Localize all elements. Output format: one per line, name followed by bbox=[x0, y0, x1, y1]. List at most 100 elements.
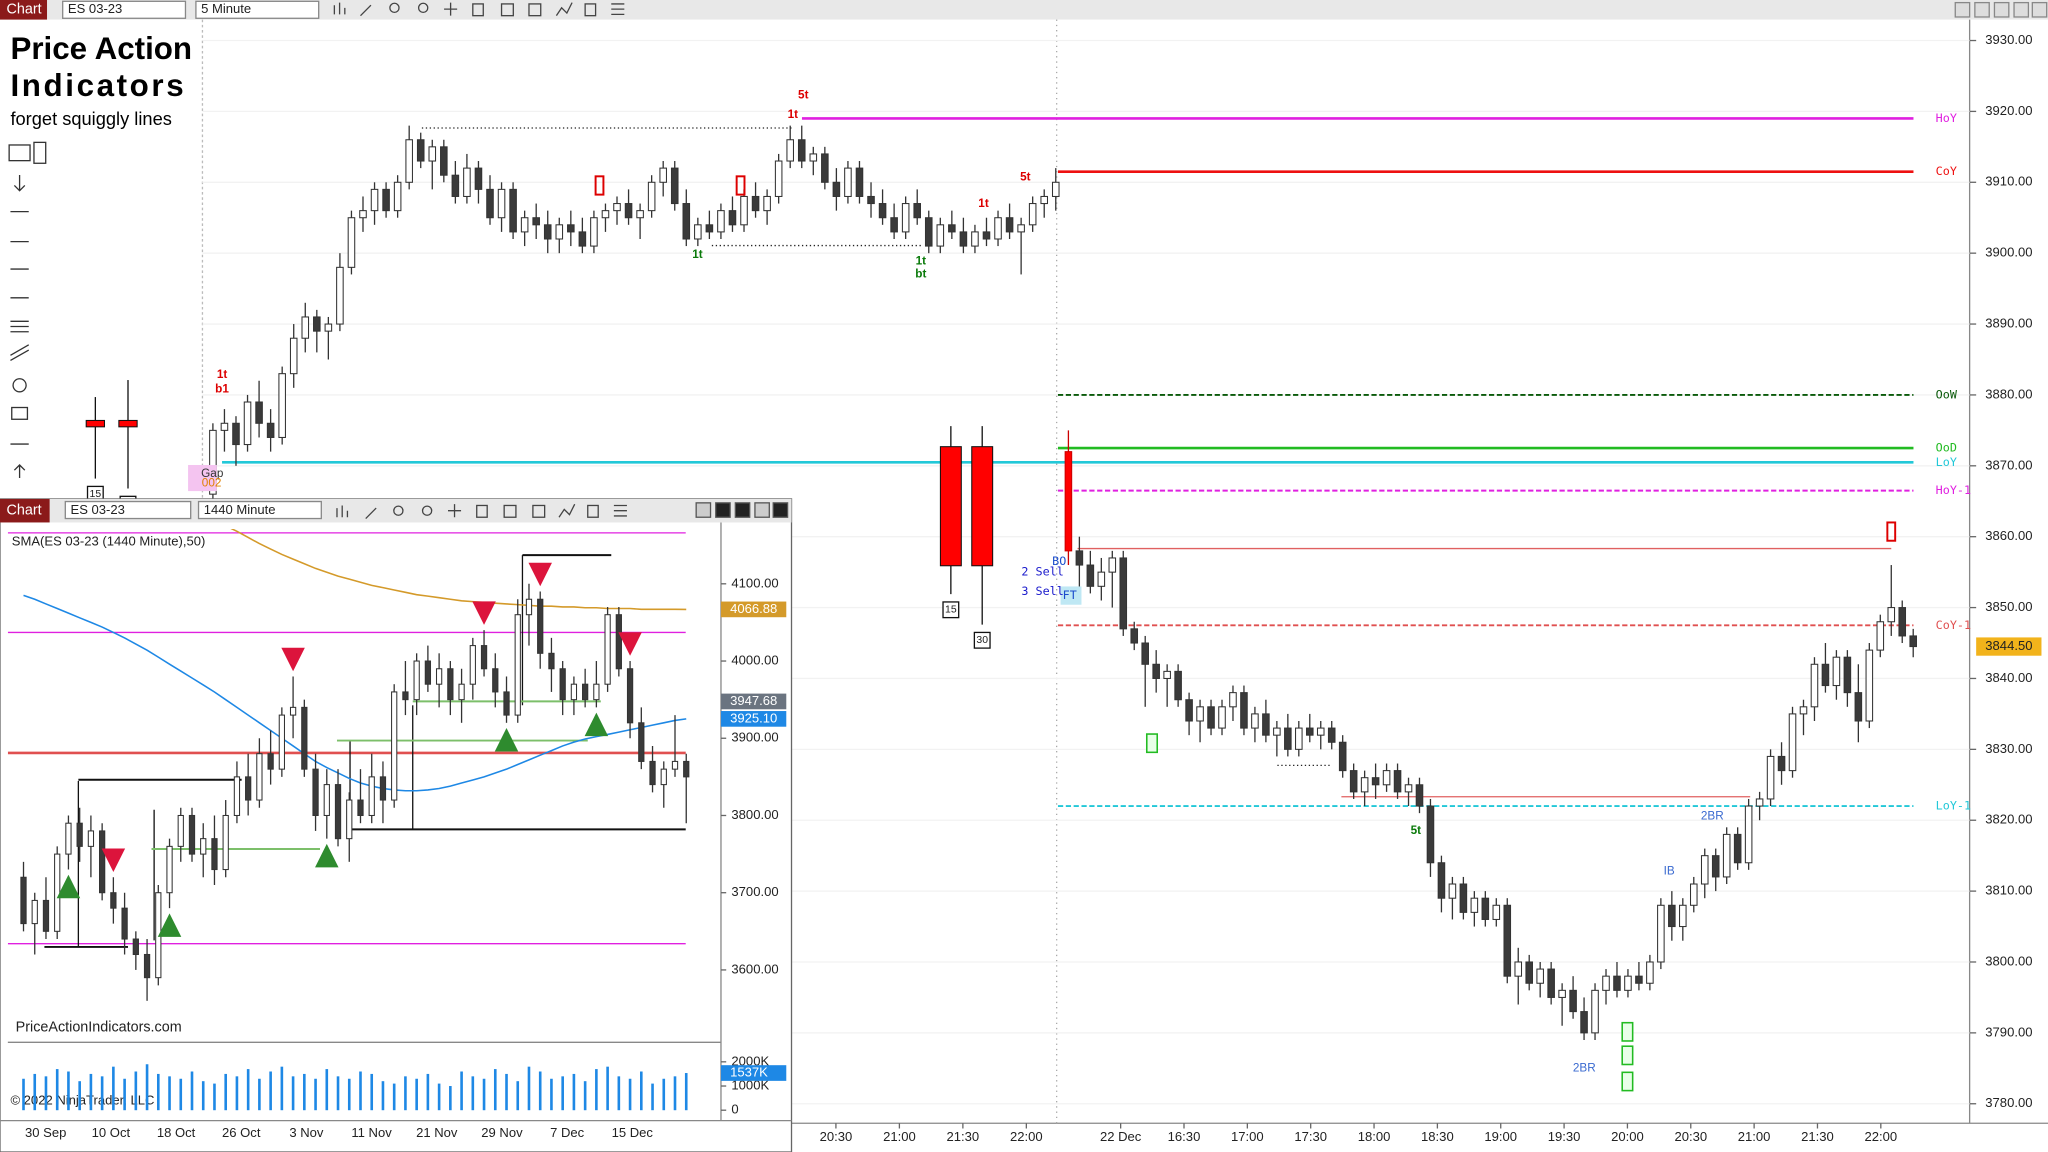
drawing-tools[interactable] bbox=[8, 141, 47, 479]
value-tag bbox=[720, 711, 787, 727]
candle-body bbox=[537, 598, 544, 654]
candle-body bbox=[1028, 203, 1037, 226]
x-tick-label: 19:30 bbox=[1548, 1129, 1581, 1144]
last-price-tag bbox=[1976, 637, 2042, 656]
volume-bar bbox=[201, 1081, 205, 1111]
candle-body bbox=[393, 181, 402, 212]
candle-body bbox=[469, 645, 476, 685]
candle-body bbox=[1005, 217, 1014, 233]
candle-body bbox=[336, 266, 344, 325]
annotation: 1t bbox=[978, 197, 989, 210]
volume-bar bbox=[235, 1076, 239, 1111]
candle-body bbox=[379, 776, 387, 801]
candle-body bbox=[1635, 975, 1643, 984]
x-tick-label: 10 Oct bbox=[92, 1125, 131, 1140]
candle-body bbox=[267, 753, 274, 770]
gap-badge bbox=[188, 464, 217, 492]
inset-window-buttons[interactable] bbox=[695, 502, 789, 518]
volume-bar bbox=[527, 1066, 531, 1111]
candle-body bbox=[132, 938, 139, 956]
x-tick-label: 11 Nov bbox=[351, 1125, 392, 1140]
sma-line bbox=[23, 594, 687, 792]
level-label: OoW bbox=[1936, 387, 1958, 401]
sell-signal bbox=[101, 848, 126, 873]
candle-body bbox=[786, 139, 794, 162]
logo-line1: Price Action bbox=[10, 31, 192, 66]
inset-interval-select[interactable] bbox=[197, 500, 322, 520]
candle-body bbox=[1898, 607, 1907, 637]
candle-body bbox=[1700, 855, 1709, 885]
x-tick-label: 22:00 bbox=[1864, 1129, 1897, 1144]
annotation: 2BR bbox=[1701, 809, 1724, 822]
candle-body bbox=[1843, 656, 1852, 694]
inset-toolbar-icons[interactable] bbox=[336, 503, 627, 519]
htf-label: 15 bbox=[90, 489, 102, 500]
candle-body bbox=[821, 153, 829, 183]
candle-body bbox=[1349, 770, 1358, 793]
level-label: HoY bbox=[1936, 111, 1957, 125]
candle-body bbox=[543, 224, 552, 240]
candle-body bbox=[1017, 224, 1025, 233]
y-tick-label: 3900.00 bbox=[731, 730, 778, 745]
y-tick-label: 3840.00 bbox=[1985, 670, 2032, 685]
candle-body bbox=[590, 217, 598, 247]
candle-body bbox=[99, 830, 106, 894]
candle-body bbox=[1547, 968, 1555, 998]
candle-body bbox=[1755, 798, 1764, 807]
y-tick-label: 3600.00 bbox=[731, 961, 778, 976]
x-tick-label: 21:30 bbox=[1801, 1129, 1834, 1144]
candle-body bbox=[440, 146, 448, 176]
instrument-select[interactable] bbox=[62, 0, 187, 19]
candle-body bbox=[65, 822, 72, 855]
candle-body bbox=[177, 814, 184, 847]
volume-bar bbox=[482, 1078, 486, 1111]
candle-body bbox=[424, 660, 432, 685]
volume-tick-label: 1000K bbox=[731, 1077, 769, 1092]
volume-bar bbox=[493, 1069, 497, 1111]
volume-bar bbox=[145, 1064, 149, 1111]
value-tag-label: 3925.10 bbox=[730, 710, 777, 725]
candle-body bbox=[626, 668, 634, 724]
window-buttons[interactable] bbox=[1954, 1, 2048, 18]
volume-bar bbox=[673, 1076, 677, 1111]
logo-line2: Indicators bbox=[10, 68, 186, 103]
candle-body bbox=[936, 224, 945, 247]
chart-tab[interactable] bbox=[0, 0, 48, 20]
candle-body bbox=[1382, 770, 1391, 786]
sell-signal bbox=[528, 562, 552, 587]
signal-marker bbox=[1621, 1021, 1634, 1042]
candle-body bbox=[435, 668, 443, 685]
candle-body bbox=[1448, 883, 1457, 899]
volume-bar bbox=[179, 1078, 183, 1111]
volume-bar bbox=[662, 1078, 666, 1111]
volume-bar bbox=[190, 1071, 194, 1111]
volume-tick-label: 2000K bbox=[731, 1053, 769, 1068]
interval-select[interactable] bbox=[195, 0, 320, 19]
inset-chart-tab[interactable] bbox=[0, 498, 50, 523]
value-tag bbox=[720, 601, 787, 618]
x-tick-label: 21 Nov bbox=[416, 1125, 458, 1140]
volume-bar bbox=[561, 1076, 564, 1111]
toolbar-icons[interactable] bbox=[333, 2, 625, 17]
candle-body bbox=[948, 224, 956, 233]
candle-body bbox=[615, 614, 622, 670]
level-label: OoD bbox=[1936, 441, 1957, 455]
candle-body bbox=[233, 776, 241, 817]
candle-body bbox=[555, 224, 564, 240]
y-tick-label: 3820.00 bbox=[1985, 812, 2032, 827]
candle-body bbox=[1668, 904, 1676, 928]
volume-bar bbox=[628, 1078, 632, 1111]
candle-body bbox=[1646, 961, 1654, 984]
sell-signal bbox=[472, 601, 496, 625]
candle-body bbox=[844, 167, 852, 197]
candle-body bbox=[509, 188, 517, 233]
volume-bar bbox=[415, 1078, 418, 1111]
candle-body bbox=[451, 174, 460, 197]
inset-instrument-select[interactable] bbox=[64, 500, 192, 520]
candle-body bbox=[347, 217, 356, 268]
candle-body bbox=[118, 419, 138, 428]
volume-bar bbox=[404, 1076, 407, 1111]
volume-bar bbox=[347, 1078, 351, 1111]
candle-body bbox=[1733, 833, 1742, 864]
